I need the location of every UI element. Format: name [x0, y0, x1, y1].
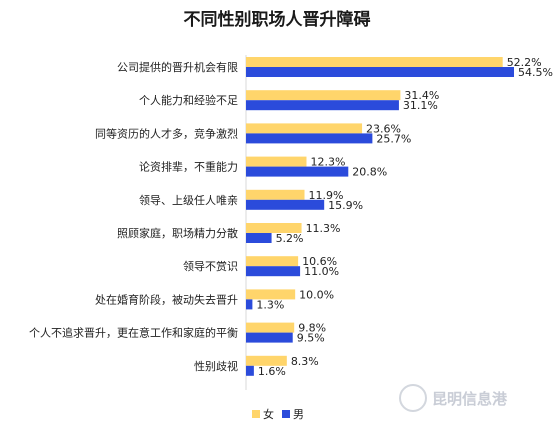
value-label-female: 31.4% — [404, 89, 439, 102]
bar-male — [246, 365, 254, 376]
value-label-female: 11.3% — [306, 222, 341, 235]
bar-male — [246, 133, 373, 144]
bar-female — [246, 223, 302, 233]
bar-male — [246, 299, 253, 310]
category-label: 个人不追求晋升，更在意工作和家庭的平衡 — [29, 326, 238, 340]
value-label-male: 20.8% — [352, 166, 387, 179]
value-label-male: 9.5% — [297, 332, 325, 345]
bar-group: 论资排辈，不重能力 12.3% 20.8% — [139, 156, 387, 179]
watermark-logo-icon — [399, 384, 427, 412]
bar-male — [246, 332, 293, 343]
watermark: 昆明信息港 — [399, 384, 508, 412]
legend-swatch — [252, 410, 260, 418]
bar-female — [246, 57, 503, 67]
bar-female — [246, 289, 296, 300]
bar-male — [246, 100, 399, 111]
bar-male — [246, 166, 349, 177]
bar-group: 个人不追求晋升，更在意工作和家庭的平衡 9.8%9.5% — [29, 322, 326, 345]
bar-male — [246, 266, 301, 277]
value-label-male: 5.2% — [276, 232, 304, 245]
category-label: 同等资历的人才多，竞争激烈 — [95, 126, 238, 140]
category-label: 领导、上级任人唯亲 — [139, 193, 238, 207]
value-label-female: 12.3% — [310, 156, 345, 169]
value-label-female: 10.0% — [299, 288, 334, 301]
value-label-female: 23.6% — [366, 122, 401, 135]
chart-title: 不同性别职场人晋升障碍 — [184, 9, 371, 30]
category-label: 处在婚育阶段，被动失去晋升 — [95, 292, 238, 306]
bar-group: 处在婚育阶段，被动失去晋升 10.0% 1.3% — [95, 288, 334, 311]
value-label-female: 11.9% — [309, 189, 344, 202]
bar-groups: 公司提供的晋升机会有限 52.2%54.5% 个人能力和经验不足 31.4%31.1%… — [29, 56, 553, 378]
bar-female — [246, 90, 401, 101]
category-label: 公司提供的晋升机会有限 — [117, 60, 238, 74]
value-label-male: 1.3% — [256, 298, 284, 311]
value-label-male: 31.1% — [403, 99, 438, 112]
bar-female — [246, 156, 307, 167]
value-label-male: 25.7% — [376, 132, 411, 145]
bar-female — [246, 256, 299, 267]
bar-group: 领导不赏识 10.6%11.0% — [183, 255, 339, 278]
value-label-female: 8.3% — [291, 355, 319, 368]
value-label-female: 52.2% — [507, 56, 542, 69]
category-label: 论资排辈，不重能力 — [139, 160, 238, 174]
value-label-female: 9.8% — [298, 322, 326, 335]
value-label-male: 15.9% — [328, 199, 363, 212]
bar-female — [246, 322, 295, 333]
bar-male — [246, 233, 272, 243]
value-label-female: 10.6% — [302, 255, 337, 268]
legend-label: 男 — [293, 408, 304, 421]
category-label: 领导不赏识 — [183, 260, 238, 273]
bar-group: 性别歧视 8.3% 1.6% — [194, 355, 319, 378]
bar-female — [246, 189, 305, 200]
bar-male — [246, 67, 514, 77]
value-label-male: 1.6% — [258, 365, 286, 378]
bar-group: 照顾家庭，职场精力分散 11.3%5.2% — [117, 222, 341, 245]
legend-swatch — [282, 410, 290, 418]
bar-group: 公司提供的晋升机会有限 52.2%54.5% — [117, 56, 553, 79]
value-label-male: 11.0% — [304, 265, 339, 278]
bar-group: 个人能力和经验不足 31.4%31.1% — [139, 89, 439, 112]
watermark-text: 昆明信息港 — [432, 390, 508, 408]
legend: 女男 — [252, 407, 304, 421]
value-label-male: 54.5% — [518, 66, 553, 79]
bar-female — [246, 355, 287, 366]
category-label: 照顾家庭，职场精力分散 — [117, 226, 238, 240]
bar-group: 领导、上级任人唯亲 11.9%15.9% — [139, 189, 363, 212]
bar-group: 同等资历的人才多，竞争激烈 23.6%25.7% — [95, 122, 411, 145]
legend-label: 女 — [263, 407, 274, 421]
bar-male — [246, 199, 325, 210]
bar-female — [246, 123, 363, 134]
category-label: 个人能力和经验不足 — [139, 93, 238, 107]
category-label: 性别歧视 — [194, 359, 238, 373]
